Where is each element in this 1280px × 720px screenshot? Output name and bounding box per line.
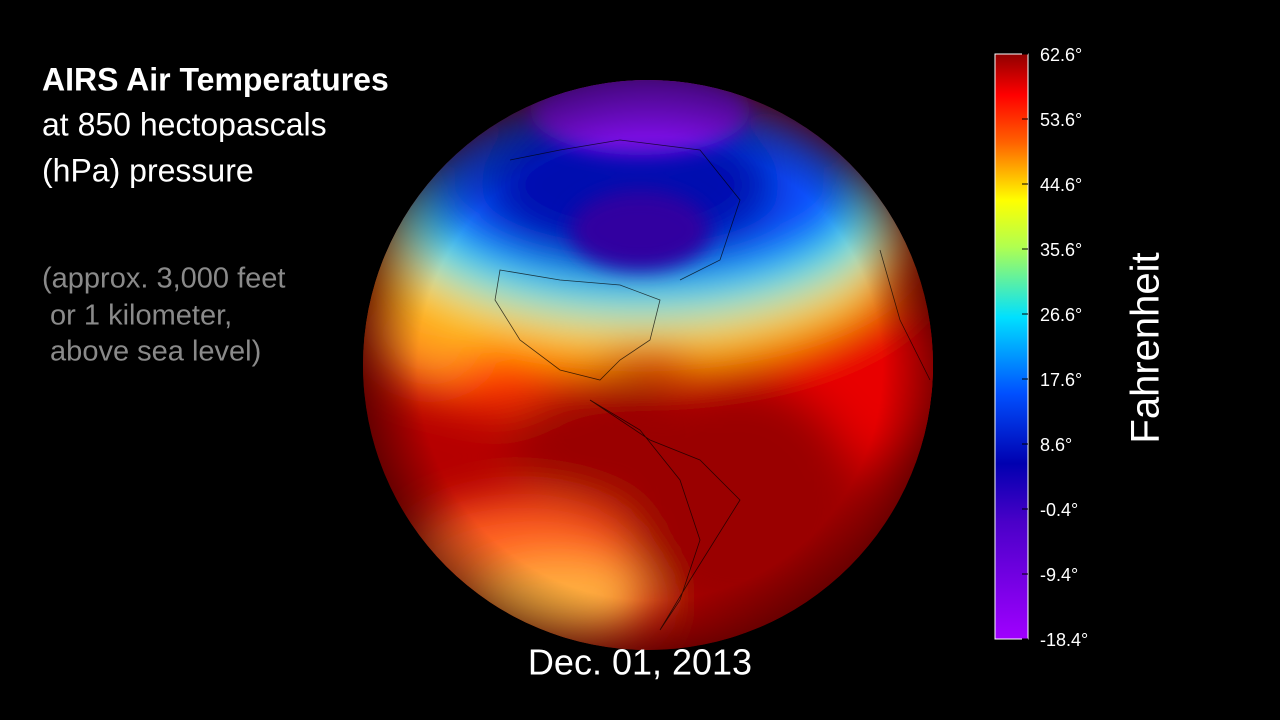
note: (approx. 3,000 feet <box>42 263 285 295</box>
subtitle: (hPa) pressure <box>42 152 254 188</box>
colorbar-ticks: 62.6° 53.6° 44.6° 35.6° 26.6° 17.6° 8.6° -0.4° -… <box>1022 45 1088 650</box>
colorbar-label: Fahrenheit <box>1124 252 1168 443</box>
tick-label: -9.4° <box>1040 565 1078 585</box>
date: Dec. 01, 2013 <box>528 642 752 683</box>
tick-label: 26.6° <box>1040 305 1082 325</box>
tick-label: 35.6° <box>1040 240 1082 260</box>
tick-label: 17.6° <box>1040 370 1082 390</box>
tick-label: 44.6° <box>1040 175 1082 195</box>
tick-label: 62.6° <box>1040 45 1082 65</box>
subtitle: at 850 hectopascals <box>42 106 327 142</box>
tick-label: -0.4° <box>1040 500 1078 520</box>
globe <box>363 80 933 650</box>
tick-label: -18.4° <box>1040 630 1088 650</box>
note: or 1 kilometer, <box>42 300 232 332</box>
tick-label: 8.6° <box>1040 435 1072 455</box>
tick-label: 53.6° <box>1040 110 1082 130</box>
colorbar <box>994 53 1029 640</box>
note: above sea level) <box>42 336 261 368</box>
title: AIRS Air Temperatures <box>42 61 389 97</box>
